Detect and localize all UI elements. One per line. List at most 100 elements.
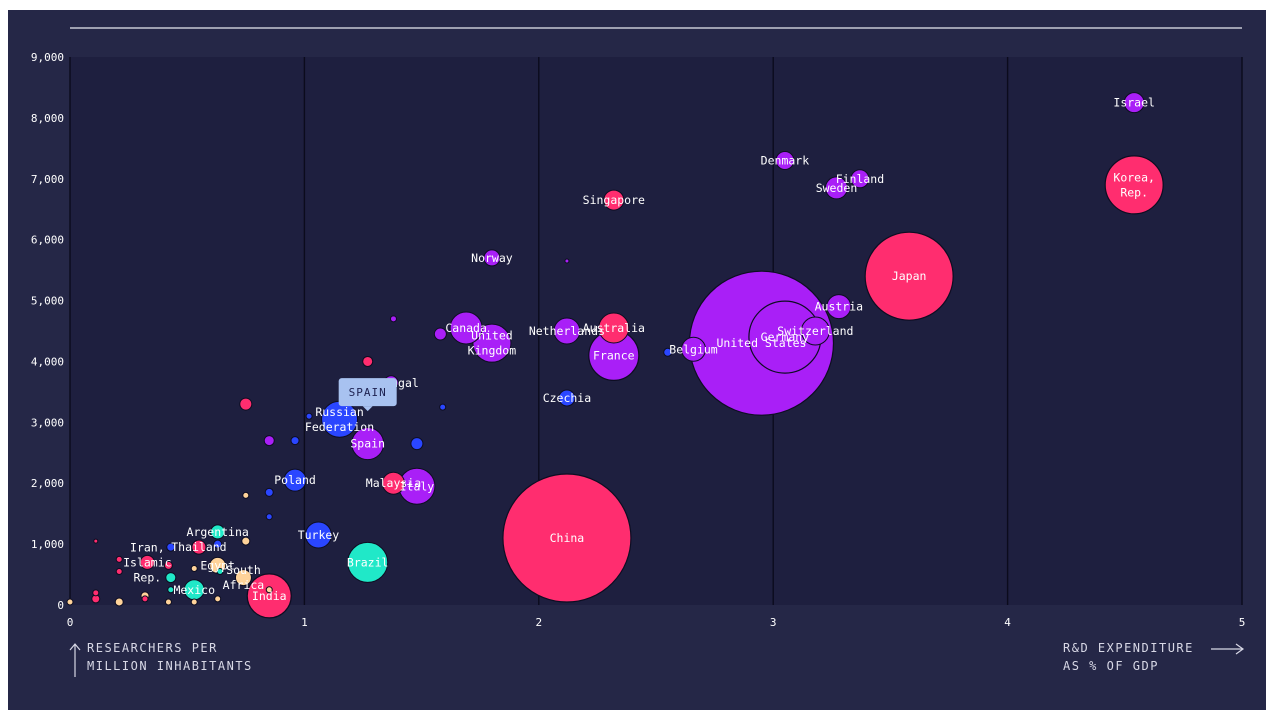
bubble-austria[interactable] [826,294,852,320]
label-united-kingdom-1: United [471,329,513,343]
bubble-69[interactable] [216,568,224,576]
tooltip: SPAIN [338,378,397,412]
bubble-netherlands[interactable] [553,317,581,345]
bubble-denmark[interactable] [775,151,795,171]
label-thailand: Thailand [171,540,226,554]
label-malaysia: Malaysia [366,476,421,490]
label-canada: Canada [445,321,487,335]
bubble-52[interactable] [93,538,99,544]
chart-frame: Israel Korea, Rep. Denmark Finland Sweden Sing… [8,10,1266,710]
bubble-63[interactable] [92,589,100,597]
bubble-norway[interactable] [483,249,501,267]
bubble-united-kingdom[interactable] [472,323,512,363]
bubble-61[interactable] [114,597,124,607]
label-iran-islamic-rep-2: Islamic [123,555,171,569]
bubble-51[interactable] [166,542,176,552]
bubble-53[interactable] [115,555,123,563]
label-south-africa-2: Africa [223,578,265,592]
bubble-45[interactable] [663,347,673,357]
bubble-finland[interactable] [850,169,870,189]
label-egypt: Egypt [200,558,235,572]
bubble-68[interactable] [265,586,273,594]
bubble-65[interactable] [167,586,175,594]
bubble-50[interactable] [213,539,223,549]
y-tick-5000: 5,000 [31,295,64,308]
label-korea-rep-2: Rep. [1120,185,1148,199]
label-denmark: Denmark [761,154,810,168]
label-belgium: Belgium [669,342,718,356]
bubble-china[interactable] [502,473,632,603]
bubble-38[interactable] [305,412,313,420]
bubble-australia[interactable] [598,312,630,344]
bubbles [66,92,1164,619]
label-japan: Japan [892,269,927,283]
bubble-60[interactable] [141,595,149,603]
bubble-brazil[interactable] [347,541,389,583]
label-argentina: Argentina [187,525,249,539]
bubble-argentina[interactable] [210,524,226,540]
bubble-39[interactable] [362,355,374,367]
y-tick-3000: 3,000 [31,416,64,429]
y-tick-7000: 7,000 [31,173,64,186]
bubble-42[interactable] [439,403,447,411]
bubble-49[interactable] [241,536,251,546]
bubble-55[interactable] [163,560,173,570]
bubble-sweden[interactable] [824,176,848,200]
bubble-korea-rep[interactable] [1104,155,1164,215]
bubble-58[interactable] [190,598,198,606]
bubble-iran-islamic-rep[interactable] [139,554,155,570]
bubble-54[interactable] [115,568,123,576]
x-arrow-icon [1235,643,1245,655]
bubble-37[interactable] [290,436,300,446]
bubble-thailand[interactable] [191,539,207,555]
bubble-47[interactable] [264,487,274,497]
bubble-india[interactable] [246,573,292,619]
label-israel: Israel [1113,96,1155,110]
bubble-66[interactable] [164,598,172,606]
y-arrow-icon [69,643,81,651]
bubble-43[interactable] [410,437,424,451]
axis-titles: RESEARCHERS PER MILLION INHABITANTS R&D EX… [69,641,1245,677]
label-united-kingdom-2: Kingdom [468,344,517,358]
label-iran-islamic-rep-3: Rep. [134,570,162,584]
label-singapore: Singapore [583,193,645,207]
bubble-turkey[interactable] [304,521,332,549]
bubble-poland[interactable] [283,468,307,492]
bubble-singapore[interactable] [603,189,625,211]
bubble-35[interactable] [239,397,253,411]
bubble-south-africa[interactable] [234,569,252,587]
label-india: India [252,589,287,603]
bubble-israel[interactable] [1123,92,1145,114]
bubble-japan[interactable] [864,231,954,321]
bubble-belgium[interactable] [681,336,707,362]
y-tick-9000: 9,000 [31,51,64,64]
label-russian-federation-2: Federation [305,420,374,434]
bubble-56[interactable] [165,572,177,584]
label-germany: Germany [761,330,810,344]
bubble-44[interactable] [564,258,570,264]
bubble-switzerland[interactable] [800,316,830,346]
bubble-64[interactable] [66,598,74,606]
bubble-36[interactable] [263,435,275,447]
label-switzerland: Switzerland [777,324,853,338]
bubble-46[interactable] [242,491,250,499]
label-korea-rep-1: Korea, [1113,170,1155,184]
label-italy: Italy [400,479,435,493]
bubble-57[interactable] [190,564,198,572]
bubble-spain[interactable] [351,427,385,461]
bubble-czechia[interactable] [558,389,576,407]
label-finland: Finland [836,172,884,186]
bubble-48[interactable] [265,513,273,521]
bubble-67[interactable] [214,595,222,603]
tooltip-pointer [362,406,373,412]
bubble-40[interactable] [389,315,397,323]
x-tick-5: 5 [1239,616,1246,629]
label-norway: Norway [471,251,513,265]
label-poland: Poland [274,473,316,487]
label-united-states: United States [716,336,806,350]
bubble-malaysia[interactable] [381,471,405,495]
label-turkey: Turkey [298,528,340,542]
y-tick-2000: 2,000 [31,477,64,490]
bubble-41[interactable] [433,327,447,341]
bubble-canada[interactable] [449,311,483,345]
